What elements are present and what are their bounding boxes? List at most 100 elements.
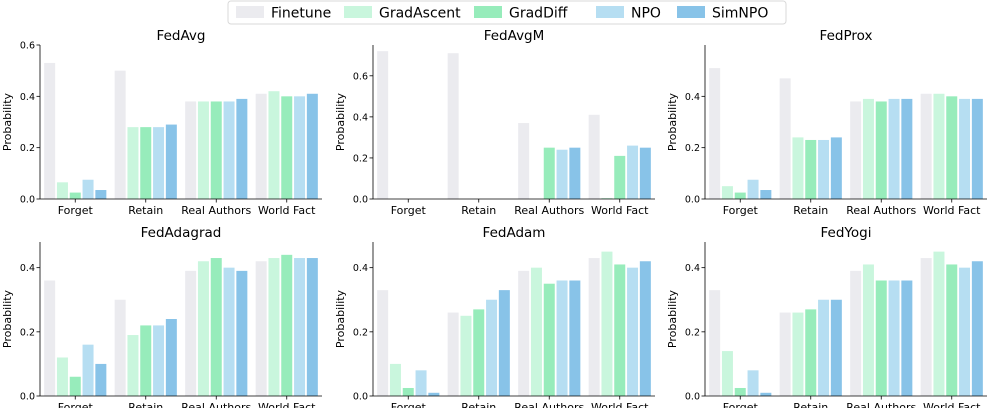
bar-npo-real-authors [888,280,900,396]
bar-graddiff-real-authors [210,258,222,396]
x-tick-label: Real Authors [181,401,251,408]
bar-finetune-retain [447,53,459,200]
y-tick-label: 0.2 [685,143,700,154]
bar-gradascent-world-fact [268,258,280,396]
bar-simnpo-retain [165,124,177,199]
bar-graddiff-real-authors [875,101,887,199]
bar-simnpo-forget [95,363,107,396]
y-tick-label: 0.2 [20,143,35,154]
legend-label-gradascent: GradAscent [379,6,461,22]
x-tick-label: Real Authors [514,204,584,217]
bar-simnpo-real-authors [236,98,248,199]
y-axis-label: Probability [666,92,679,151]
bar-simnpo-retain [830,299,842,396]
bar-graddiff-world-fact [614,264,626,396]
bar-finetune-real-authors [185,101,197,199]
bar-graddiff-real-authors [875,280,887,396]
x-tick-label: World Fact [923,401,981,408]
bar-finetune-real-authors [850,101,862,199]
x-tick-label: Retain [793,401,828,408]
bar-graddiff-retain [140,127,152,199]
bar-simnpo-world-fact [971,261,983,396]
bar-npo-world-fact [627,145,639,199]
bar-npo-world-fact [294,96,306,199]
bar-gradascent-world-fact [933,93,945,199]
legend-label-graddiff: GradDiff [509,6,568,22]
bar-simnpo-world-fact [639,147,651,199]
bar-simnpo-world-fact [306,93,318,199]
bar-npo-forget [747,179,759,199]
bar-finetune-forget [709,68,721,199]
x-tick-label: Real Authors [514,401,584,408]
bar-gradascent-retain [460,315,472,396]
bar-gradascent-world-fact [601,197,613,199]
y-tick-label: 0.4 [685,92,700,103]
y-axis-label: Probability [334,289,347,348]
x-tick-label: Retain [461,204,496,217]
bar-simnpo-retain [165,319,177,396]
panel-title: FedAdagrad [141,225,222,241]
x-tick-label: Retain [461,401,496,408]
bar-graddiff-forget [69,376,81,396]
y-axis-label: Probability [1,92,14,151]
bar-finetune-real-authors [518,270,530,397]
x-tick-label: Real Authors [846,204,916,217]
bar-graddiff-world-fact [281,96,293,199]
bar-finetune-retain [447,312,459,396]
x-tick-label: World Fact [258,401,316,408]
bar-finetune-real-authors [850,270,862,397]
y-axis-label: Probability [1,289,14,348]
bar-graddiff-forget [69,192,81,199]
panel-fedavgm: FedAvgM Probability 0.0 0.2 0.4 0.6 Forget Reta… [334,28,655,217]
bar-npo-forget [747,370,759,396]
legend-label-npo: NPO [631,6,661,22]
panel-title: FedAvg [157,28,206,44]
y-tick-label: 0.0 [685,392,700,403]
legend-label-simnpo: SimNPO [712,6,768,22]
legend-swatch-graddiff [474,6,502,18]
x-tick-label: World Fact [591,204,649,217]
bar-graddiff-world-fact [614,155,626,199]
x-tick-label: Retain [793,204,828,217]
y-tick-label: 0.0 [353,392,368,403]
bar-gradascent-real-authors [197,261,209,396]
bar-gradascent-retain [792,137,804,199]
bar-npo-real-authors [556,149,568,199]
legend-swatch-simnpo [677,6,705,18]
bar-graddiff-world-fact [946,264,958,396]
bar-graddiff-world-fact [281,254,293,396]
bar-gradascent-forget [56,357,68,396]
bar-graddiff-retain [140,325,152,396]
bar-simnpo-forget [428,392,440,396]
panel-fedavg: FedAvg Probability 0.0 0.2 0.4 0.6 Forget Retai… [1,28,322,217]
bar-graddiff-world-fact [946,96,958,199]
y-tick-label: 0.4 [20,263,35,274]
bar-npo-retain [153,325,165,396]
bar-simnpo-world-fact [639,261,651,396]
bar-simnpo-real-authors [569,280,581,396]
x-tick-label: Forget [723,401,759,408]
bar-npo-forget [82,179,94,199]
bar-finetune-retain [779,312,791,396]
bar-graddiff-retain [805,139,817,199]
bar-finetune-world-fact [588,258,600,396]
legend-swatch-npo [596,6,624,18]
x-tick-label: Real Authors [846,401,916,408]
x-tick-label: Forget [391,401,427,408]
panel-title: FedAdam [483,225,546,241]
bar-gradascent-retain [127,335,139,396]
bar-simnpo-real-authors [901,98,913,199]
bar-simnpo-retain [498,290,510,397]
bar-simnpo-forget [760,392,772,396]
y-tick-label: 0.2 [353,327,368,338]
x-tick-label: Forget [58,401,94,408]
legend: Finetune GradAscent GradDiff NPO SimNPO [227,0,787,25]
bar-simnpo-real-authors [569,147,581,199]
bar-npo-forget [82,344,94,396]
bar-finetune-world-fact [255,261,267,396]
bar-npo-world-fact [959,98,971,199]
x-tick-label: Retain [128,204,163,217]
y-tick-label: 0.0 [685,195,700,206]
panel-title: FedAvgM [484,28,545,44]
bar-graddiff-forget [734,387,746,396]
